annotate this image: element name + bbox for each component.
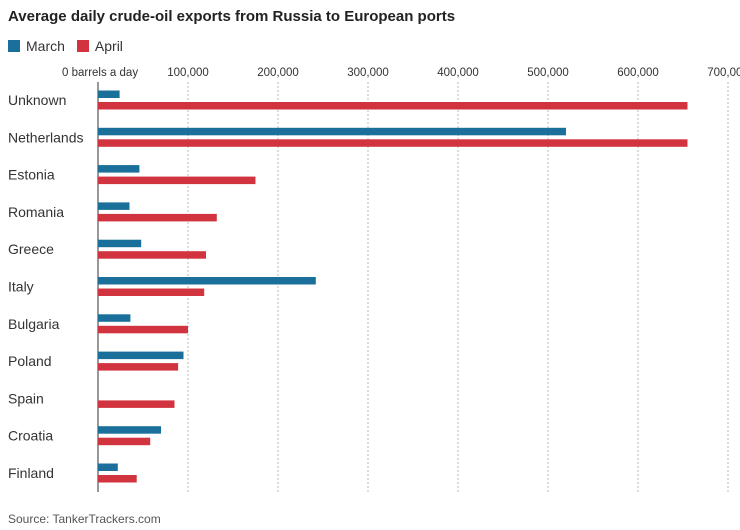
category-label: Netherlands	[8, 129, 84, 145]
x-tick-label: 100,000	[167, 67, 209, 79]
bar-march	[98, 277, 316, 285]
bar-march	[98, 127, 566, 136]
bar-march	[98, 90, 120, 98]
bar-april	[98, 437, 151, 446]
category-label: Croatia	[8, 428, 53, 444]
category-label: Romania	[8, 204, 64, 220]
legend-item-march: March	[8, 38, 65, 54]
x-tick-label: 400,000	[437, 67, 479, 79]
legend-item-april: April	[76, 38, 123, 54]
x-tick-label: 600,000	[617, 67, 659, 79]
category-label: Spain	[8, 390, 44, 406]
legend-label-april: April	[94, 38, 123, 54]
bar-april	[98, 400, 175, 408]
bar-april	[98, 475, 137, 483]
legend-swatch-march	[8, 40, 20, 52]
legend: March April	[8, 38, 135, 54]
bar-april	[98, 251, 206, 259]
bar-march	[98, 351, 184, 360]
bar-april	[98, 288, 205, 296]
category-label: Italy	[8, 279, 34, 295]
category-label: Estonia	[8, 167, 55, 183]
chart-title: Average daily crude-oil exports from Rus…	[8, 8, 456, 25]
category-label: Unknown	[8, 92, 66, 108]
bar-april	[98, 102, 688, 110]
bar-march	[98, 426, 161, 434]
bar-march	[98, 463, 118, 471]
x-tick-label: 200,000	[257, 67, 299, 79]
legend-label-march: March	[26, 38, 65, 54]
bar-april	[98, 139, 688, 147]
x-tick-label: 500,000	[527, 67, 569, 79]
bar-april	[98, 176, 256, 185]
bar-april	[98, 213, 217, 222]
bar-march	[98, 314, 131, 322]
bar-april	[98, 363, 179, 371]
category-label: Poland	[8, 353, 52, 369]
x-tick-label: 0 barrels a day	[62, 67, 138, 79]
category-label: Greece	[8, 241, 54, 257]
bar-march	[98, 202, 130, 210]
bar-april	[98, 325, 188, 334]
bar-march	[98, 239, 142, 248]
source-note: Source: TankerTrackers.com	[8, 512, 161, 526]
category-label: Finland	[8, 465, 54, 481]
x-tick-label: 700,000	[707, 67, 740, 79]
legend-swatch-april	[76, 40, 89, 52]
x-tick-label: 300,000	[347, 67, 389, 79]
category-label: Bulgaria	[8, 316, 60, 332]
bar-march	[98, 165, 140, 173]
